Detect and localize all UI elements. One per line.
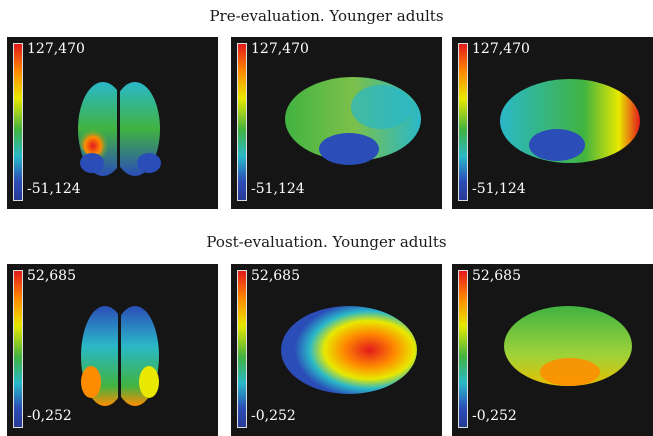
colorbar-min-label: -51,124: [27, 181, 81, 197]
brain-frontal-view: [78, 82, 161, 177]
colorbar-max-label: 127,470: [472, 41, 530, 57]
colorbar-max-label: 127,470: [251, 41, 309, 57]
colorbar-max-label: 52,685: [27, 268, 76, 284]
colorbar: [237, 270, 247, 428]
pre-right-lateral-panel: 127,470 -51,124: [452, 37, 653, 209]
colorbar-max-label: 52,685: [251, 268, 300, 284]
colorbar-min-label: -0,252: [472, 408, 517, 424]
colorbar-min-label: -0,252: [251, 408, 296, 424]
post-evaluation-title: Post-evaluation. Younger adults: [206, 233, 447, 251]
pre-evaluation-title: Pre-evaluation. Younger adults: [209, 7, 444, 25]
colorbar-min-label: -51,124: [472, 181, 526, 197]
post-right-lateral-panel: 52,685 -0,252: [452, 264, 653, 436]
brain-left-lateral-view: [285, 77, 421, 165]
colorbar-min-label: -51,124: [251, 181, 305, 197]
pre-left-lateral-panel: 127,470 -51,124: [231, 37, 442, 209]
colorbar: [458, 43, 468, 201]
colorbar: [13, 270, 23, 428]
colorbar: [237, 43, 247, 201]
pre-frontal-panel: 127,470 -51,124: [7, 37, 218, 209]
brain-frontal-view: [81, 306, 159, 406]
post-frontal-panel: 52,685 -0,252: [7, 264, 218, 436]
post-left-lateral-panel: 52,685 -0,252: [231, 264, 442, 436]
brain-right-lateral-view: [500, 79, 640, 163]
colorbar-max-label: 52,685: [472, 268, 521, 284]
colorbar-min-label: -0,252: [27, 408, 72, 424]
colorbar: [458, 270, 468, 428]
colorbar: [13, 43, 23, 201]
colorbar-max-label: 127,470: [27, 41, 85, 57]
brain-left-lateral-view: [281, 306, 417, 394]
brain-right-lateral-view: [504, 306, 632, 386]
